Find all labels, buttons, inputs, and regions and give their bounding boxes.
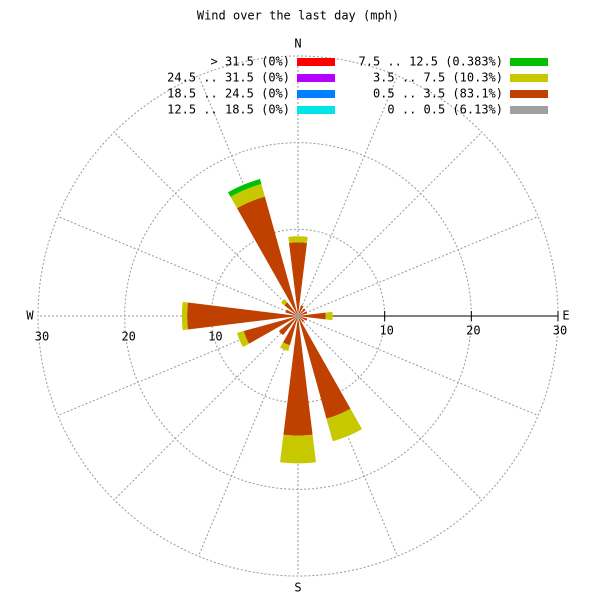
spoke: [113, 131, 299, 317]
wedge-segment: [283, 318, 298, 346]
legend-label: 24.5 .. 31.5 (0%): [167, 71, 290, 85]
calm-segment: [295, 313, 301, 319]
wedge-segment: [325, 311, 333, 321]
wedge-segment: [237, 331, 249, 348]
wedge-segment: [230, 184, 265, 209]
calm-segment: [295, 313, 301, 319]
spoke: [297, 216, 539, 317]
r-tick-label: 20: [121, 330, 135, 344]
wedge-segment: [243, 316, 296, 344]
calm-segment: [295, 313, 301, 319]
legend-swatch: [297, 90, 335, 98]
wedge-segment: [284, 302, 297, 315]
wedge-segment: [299, 317, 305, 323]
calm-segment: [295, 313, 301, 319]
wedge-segment: [288, 236, 308, 243]
calm-segment: [295, 313, 301, 319]
spoke: [57, 216, 299, 317]
spoke: [297, 315, 483, 501]
wedge-segment: [228, 179, 262, 197]
calm-segment: [295, 313, 301, 319]
wedge-segment: [283, 318, 313, 436]
calm-segment: [295, 313, 301, 319]
wedge-segment: [280, 434, 316, 464]
spoke: [297, 315, 539, 416]
wedge-segment: [298, 305, 304, 314]
legend-swatch: [510, 58, 548, 66]
wedge-segment: [285, 309, 296, 316]
legend-label: 12.5 .. 18.5 (0%): [167, 103, 290, 117]
legend-swatch: [510, 106, 548, 114]
wedge-segment: [300, 316, 308, 321]
legend-label: 0 .. 0.5 (6.13%): [387, 103, 503, 117]
direction-label: N: [294, 37, 301, 51]
wedge-segment: [326, 408, 363, 442]
spoke: [113, 315, 299, 501]
chart-title: Wind over the last day (mph): [197, 9, 399, 23]
direction-label: S: [294, 581, 301, 595]
r-tick-label: 10: [379, 324, 393, 338]
spoke: [297, 131, 483, 317]
wedge-segment: [187, 302, 296, 330]
calm-segment: [295, 313, 301, 319]
calm-segment: [295, 313, 301, 319]
spoke: [198, 315, 299, 557]
wedge-segment: [289, 242, 307, 314]
legend-label: 18.5 .. 24.5 (0%): [167, 87, 290, 101]
legend-label: 7.5 .. 12.5 (0.383%): [359, 55, 504, 69]
legend-swatch: [510, 90, 548, 98]
calm-segment: [295, 313, 301, 319]
spoke: [297, 75, 398, 317]
r-tick-label: 30: [35, 330, 49, 344]
legend-swatch: [297, 58, 335, 66]
wedge-segment: [299, 308, 306, 315]
calm-segment: [295, 313, 301, 319]
legend-swatch: [297, 74, 335, 82]
calm-segment: [295, 313, 301, 319]
legend-label: > 31.5 (0%): [211, 55, 290, 69]
calm-segment: [295, 313, 301, 319]
wedge-segment: [300, 312, 326, 320]
legend-label: 0.5 .. 3.5 (83.1%): [373, 87, 503, 101]
wedge-segment: [181, 301, 188, 331]
r-tick-label: 10: [208, 330, 222, 344]
calm-segment: [295, 313, 301, 319]
wedge-segment: [298, 318, 351, 419]
calm-segment: [295, 313, 301, 319]
wedge-segment: [280, 298, 288, 306]
direction-label: W: [26, 309, 34, 323]
direction-label: E: [562, 309, 569, 323]
r-tick-label: 20: [466, 324, 480, 338]
wedge-segment: [300, 311, 308, 316]
spoke: [57, 315, 299, 416]
legend-swatch: [297, 106, 335, 114]
calm-segment: [295, 313, 301, 319]
wedge-segment: [280, 342, 290, 352]
r-tick-label: 30: [553, 324, 567, 338]
legend-label: 3.5 .. 7.5 (10.3%): [373, 71, 503, 85]
legend-swatch: [510, 74, 548, 82]
wedge-segment: [278, 317, 297, 336]
wedge-segment: [236, 196, 298, 314]
